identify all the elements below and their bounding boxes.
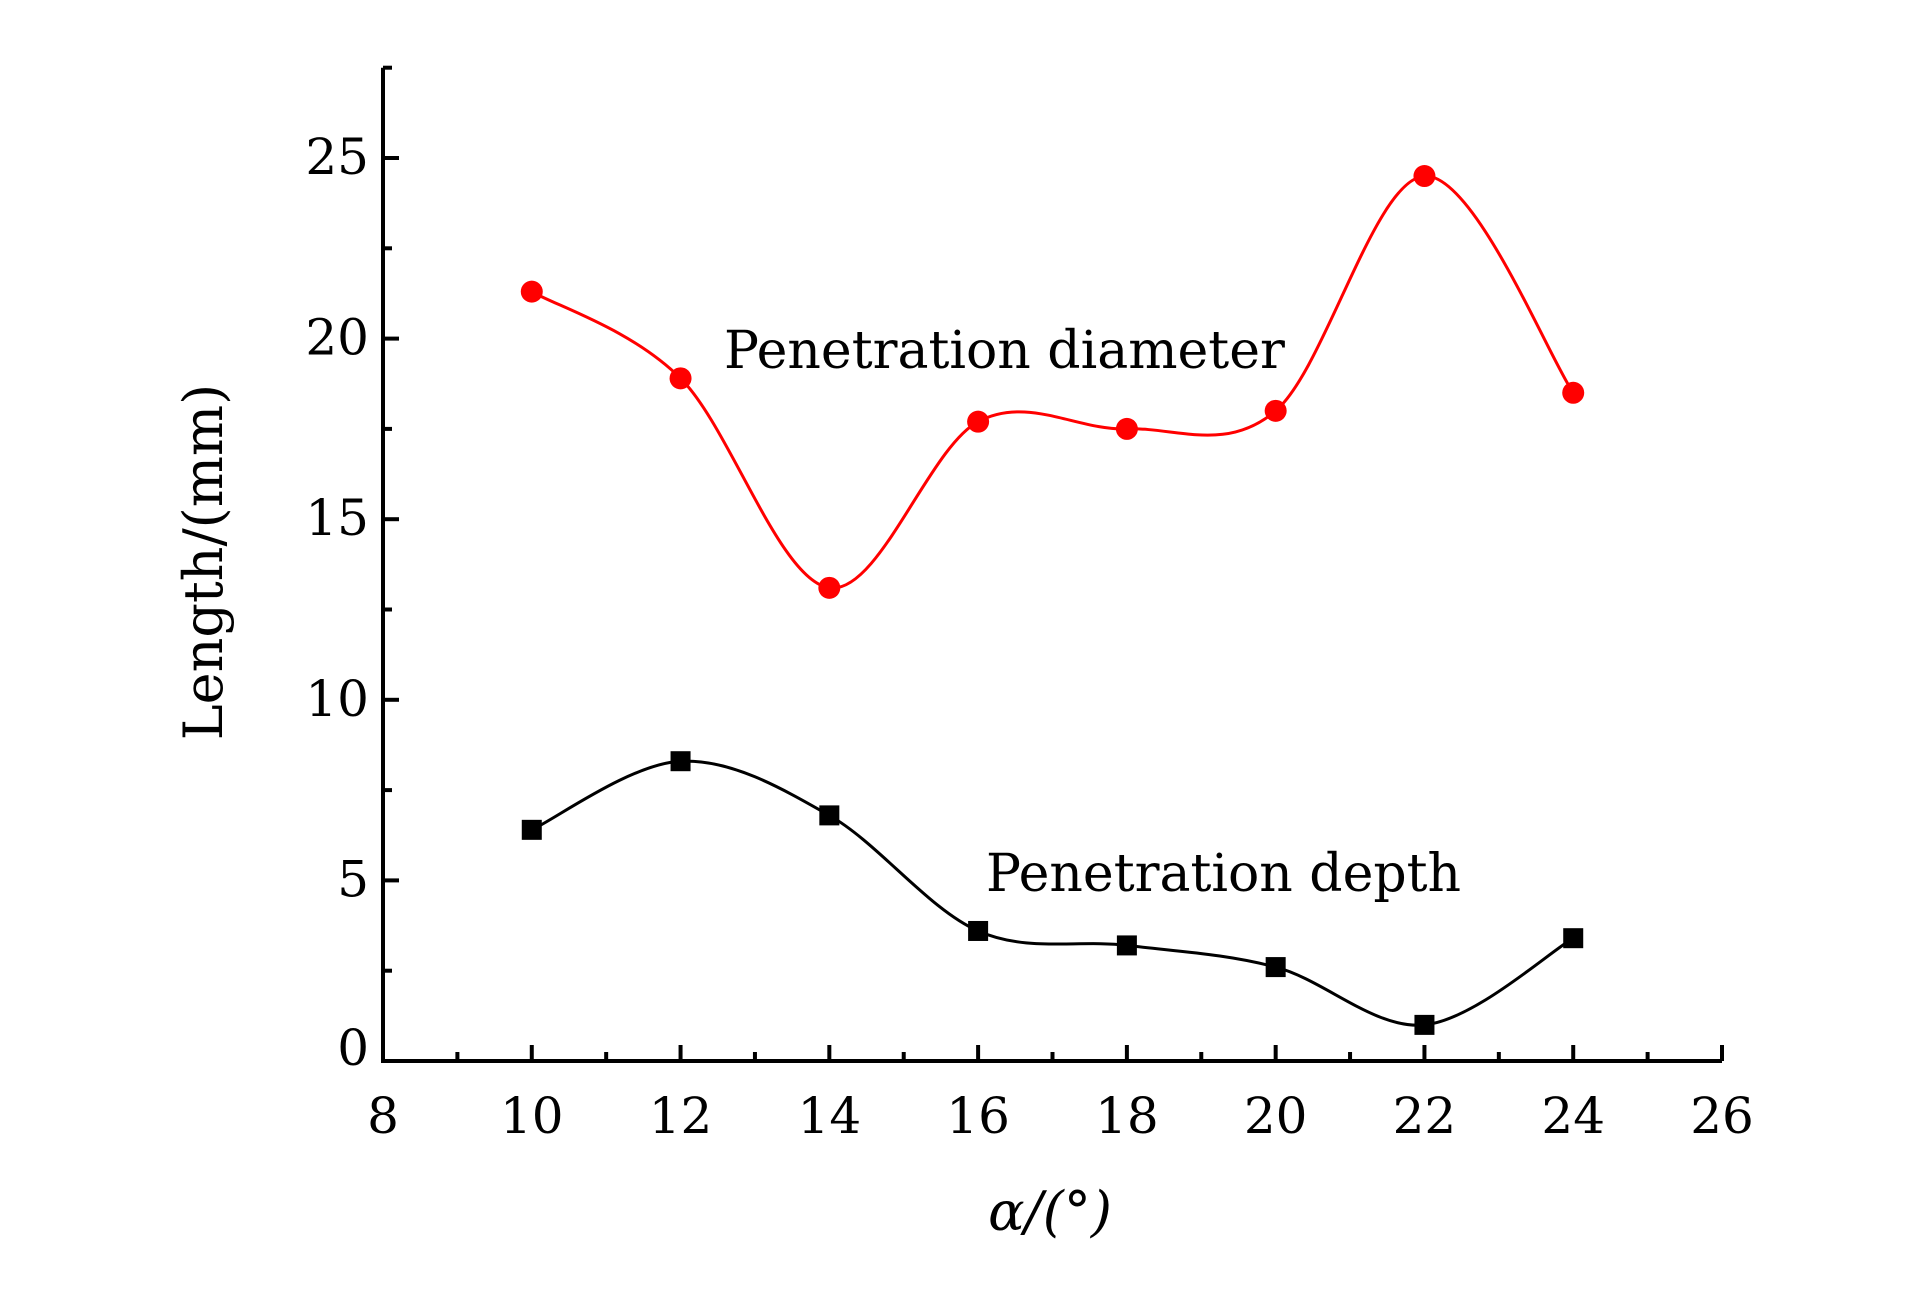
x-axis-title: α/(°) (988, 1180, 1112, 1243)
penetration-diameter-point (1115, 417, 1138, 440)
penetration-depth-point (670, 751, 691, 772)
x-tick-label: 18 (1095, 1087, 1159, 1145)
penetration-diameter-point (1413, 165, 1436, 188)
penetration-depth-point (521, 819, 542, 840)
annotation-penetration-depth: Penetration depth (986, 844, 1461, 904)
penetration-diameter-point (1264, 399, 1287, 422)
y-tick-label: 15 (305, 489, 369, 547)
series-layer (520, 165, 1585, 1035)
x-tick-label: 20 (1244, 1087, 1308, 1145)
penetration-diameter-point (967, 410, 990, 433)
penetration-depth-point (819, 805, 840, 826)
x-tick-label: 24 (1541, 1087, 1605, 1145)
y-tick-label: 0 (337, 1019, 369, 1077)
penetration-depth-line (531, 759, 1574, 1027)
penetration-depth-point (1414, 1014, 1435, 1035)
y-tick-label: 5 (337, 850, 369, 908)
penetration-diameter-point (520, 280, 543, 303)
penetration-depth-point (968, 920, 989, 941)
x-tick-label: 14 (798, 1087, 862, 1145)
x-tick-label: 26 (1690, 1087, 1754, 1145)
x-tick-label: 12 (649, 1087, 713, 1145)
y-tick-label: 10 (305, 670, 369, 728)
penetration-depth-point (1116, 935, 1137, 956)
x-tick-label: 22 (1393, 1087, 1457, 1145)
penetration-diameter-point (669, 367, 692, 390)
x-tick-label: 10 (500, 1087, 564, 1145)
penetration-depth-point (1563, 928, 1584, 949)
y-axis-title: Length/(mm) (172, 384, 235, 740)
annotation-penetration-diameter: Penetration diameter (724, 321, 1285, 381)
axes: 8 10 12 14 16 18 20 22 24 26 0 5 10 15 20 25 (305, 65, 1754, 1145)
y-tick-label: 25 (305, 128, 369, 186)
penetration-diameter-point (818, 576, 841, 599)
x-tick-label: 16 (946, 1087, 1010, 1145)
x-tick-label: 8 (367, 1087, 399, 1145)
y-tick-label: 20 (305, 309, 369, 367)
penetration-diameter-point (1562, 381, 1585, 404)
penetration-depth-point (1265, 957, 1286, 978)
